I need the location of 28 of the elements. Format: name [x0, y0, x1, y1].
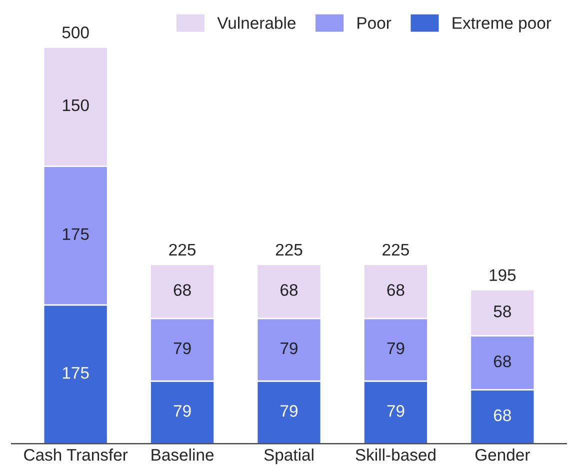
data-label: 68 [387, 284, 404, 296]
data-label: 79 [387, 405, 404, 417]
data-label: 79 [387, 342, 404, 354]
data-label: 58 [494, 306, 511, 318]
data-label: 175 [62, 228, 89, 240]
data-label: 68 [280, 284, 298, 296]
legend-label: Poor [358, 17, 392, 29]
data-label: 68 [494, 409, 511, 422]
x-tick-label: Spatial [264, 448, 314, 464]
x-tick-label: Cash Transfer [24, 448, 128, 461]
data-label: 79 [174, 405, 191, 417]
total-label: 225 [276, 244, 302, 256]
total-label: 225 [382, 244, 409, 256]
data-label: 68 [494, 355, 511, 368]
legend-label: Extreme poor [452, 17, 552, 32]
data-label: 79 [174, 342, 191, 354]
data-label: 175 [62, 367, 89, 379]
x-tick-label: Baseline [152, 448, 214, 461]
x-tick-label: Gender [475, 448, 530, 461]
data-label: 79 [280, 342, 298, 354]
total-label: 195 [490, 269, 516, 281]
data-label: 150 [62, 99, 89, 112]
legend-label: Vulnerable [217, 16, 296, 29]
data-label: 68 [174, 284, 191, 296]
x-tick-label: Skill-based [356, 448, 436, 461]
total-label: 225 [169, 244, 196, 256]
data-label: 79 [280, 405, 298, 417]
total-label: 500 [62, 26, 89, 38]
